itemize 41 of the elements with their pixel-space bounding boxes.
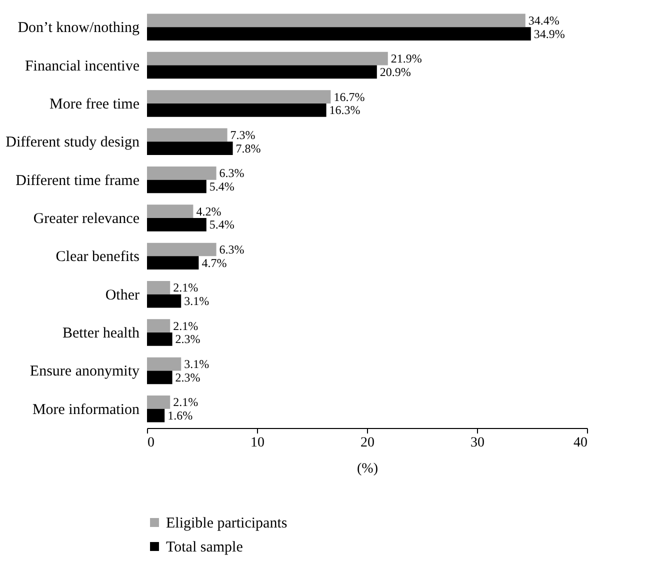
data-label: 2.1% (173, 318, 198, 333)
y-tick-label: Different study design (6, 134, 140, 151)
data-label: 34.9% (534, 26, 565, 41)
data-label: 2.3% (175, 332, 200, 346)
x-tick-label: 40 (574, 436, 588, 450)
data-label: 2.3% (175, 370, 200, 384)
data-label: 5.4% (209, 218, 234, 232)
y-tick-label: Different time frame (16, 172, 140, 189)
data-label: 16.7% (334, 90, 365, 104)
y-tick-label: Clear benefits (56, 249, 140, 266)
x-tick-label: 10 (250, 436, 264, 450)
data-label: 2.1% (173, 395, 198, 410)
x-axis-title: (%) (357, 462, 378, 476)
data-label: 3.1% (184, 294, 210, 308)
y-tick-label: More free time (50, 96, 140, 112)
data-label: 2.1% (173, 280, 198, 295)
x-tick-label: 30 (470, 436, 484, 450)
legend-label: Eligible participants (166, 516, 288, 532)
y-tick-label: Don’t know/nothing (18, 20, 140, 36)
data-label: 3.1% (184, 357, 210, 372)
x-tick-label: 20 (360, 436, 374, 450)
data-label: 4.7% (202, 256, 227, 270)
data-label: 21.9% (390, 52, 422, 66)
y-tick-label: Financial incentive (24, 58, 140, 74)
data-label: 7.3% (230, 128, 256, 142)
y-tick-label: Ensure anonymity (30, 364, 140, 380)
y-tick-label: Other (105, 287, 140, 304)
data-label: 5.4% (209, 180, 234, 194)
legend-label: Total sample (166, 540, 244, 556)
y-tick-label: More information (32, 402, 140, 418)
x-tick-label: 0 (148, 436, 154, 450)
data-label: 20.9% (380, 64, 411, 79)
data-label: 6.3% (219, 166, 244, 180)
data-label: 7.8% (236, 141, 261, 156)
data-label: 1.6% (168, 408, 193, 423)
data-label: 6.3% (219, 242, 244, 256)
data-label: 34.4% (528, 13, 560, 28)
data-label: 16.3% (329, 103, 360, 118)
y-tick-label: Greater relevance (33, 211, 140, 227)
data-label: 4.2% (196, 204, 222, 218)
y-tick-label: Better health (62, 326, 140, 342)
